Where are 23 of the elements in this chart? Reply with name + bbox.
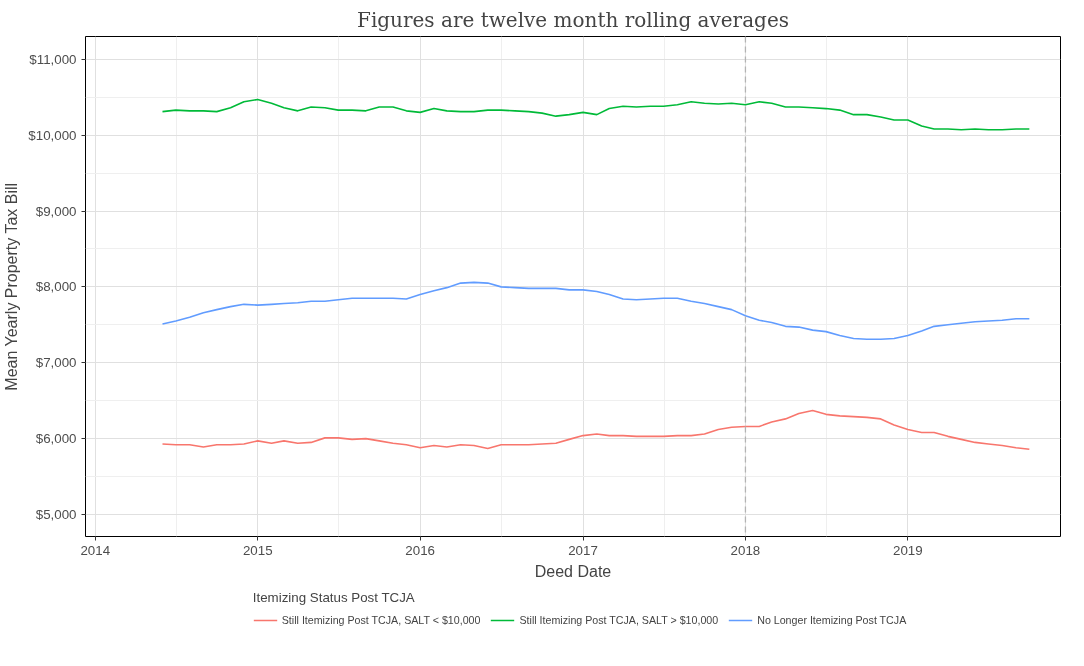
y-tick-label: $11,000 xyxy=(29,51,77,67)
y-tick-label: $6,000 xyxy=(35,431,77,447)
legend-label: No Longer Itemizing Post TCJA xyxy=(757,614,907,626)
line-series xyxy=(161,98,1031,131)
legend-label: Still Itemizing Post TCJA, SALT < $10,000 xyxy=(281,614,481,626)
y-tick-label: $7,000 xyxy=(35,355,77,371)
legend-title: Itemizing Status Post TCJA xyxy=(252,590,416,605)
y-tick-label: $10,000 xyxy=(28,127,77,143)
line-series xyxy=(161,409,1031,451)
x-axis-title: Deed Date xyxy=(534,562,612,580)
legend-label: Still Itemizing Post TCJA, SALT > $10,000 xyxy=(519,614,719,626)
x-tick-label: 2016 xyxy=(405,542,435,558)
x-tick-label: 2018 xyxy=(730,542,761,558)
y-axis-title: Mean Yearly Property Tax Bill xyxy=(3,182,21,391)
y-tick-label: $8,000 xyxy=(35,279,77,295)
x-tick-label: 2014 xyxy=(80,542,111,558)
line-series xyxy=(161,281,1031,341)
x-tick-label: 2015 xyxy=(242,542,273,558)
y-tick-label: $9,000 xyxy=(35,203,77,219)
y-tick-label: $5,000 xyxy=(35,507,77,522)
x-tick-label: 2019 xyxy=(893,542,923,558)
chart-title: Figures are twelve month rolling averages xyxy=(357,7,789,32)
x-tick-label: 2017 xyxy=(568,542,598,558)
